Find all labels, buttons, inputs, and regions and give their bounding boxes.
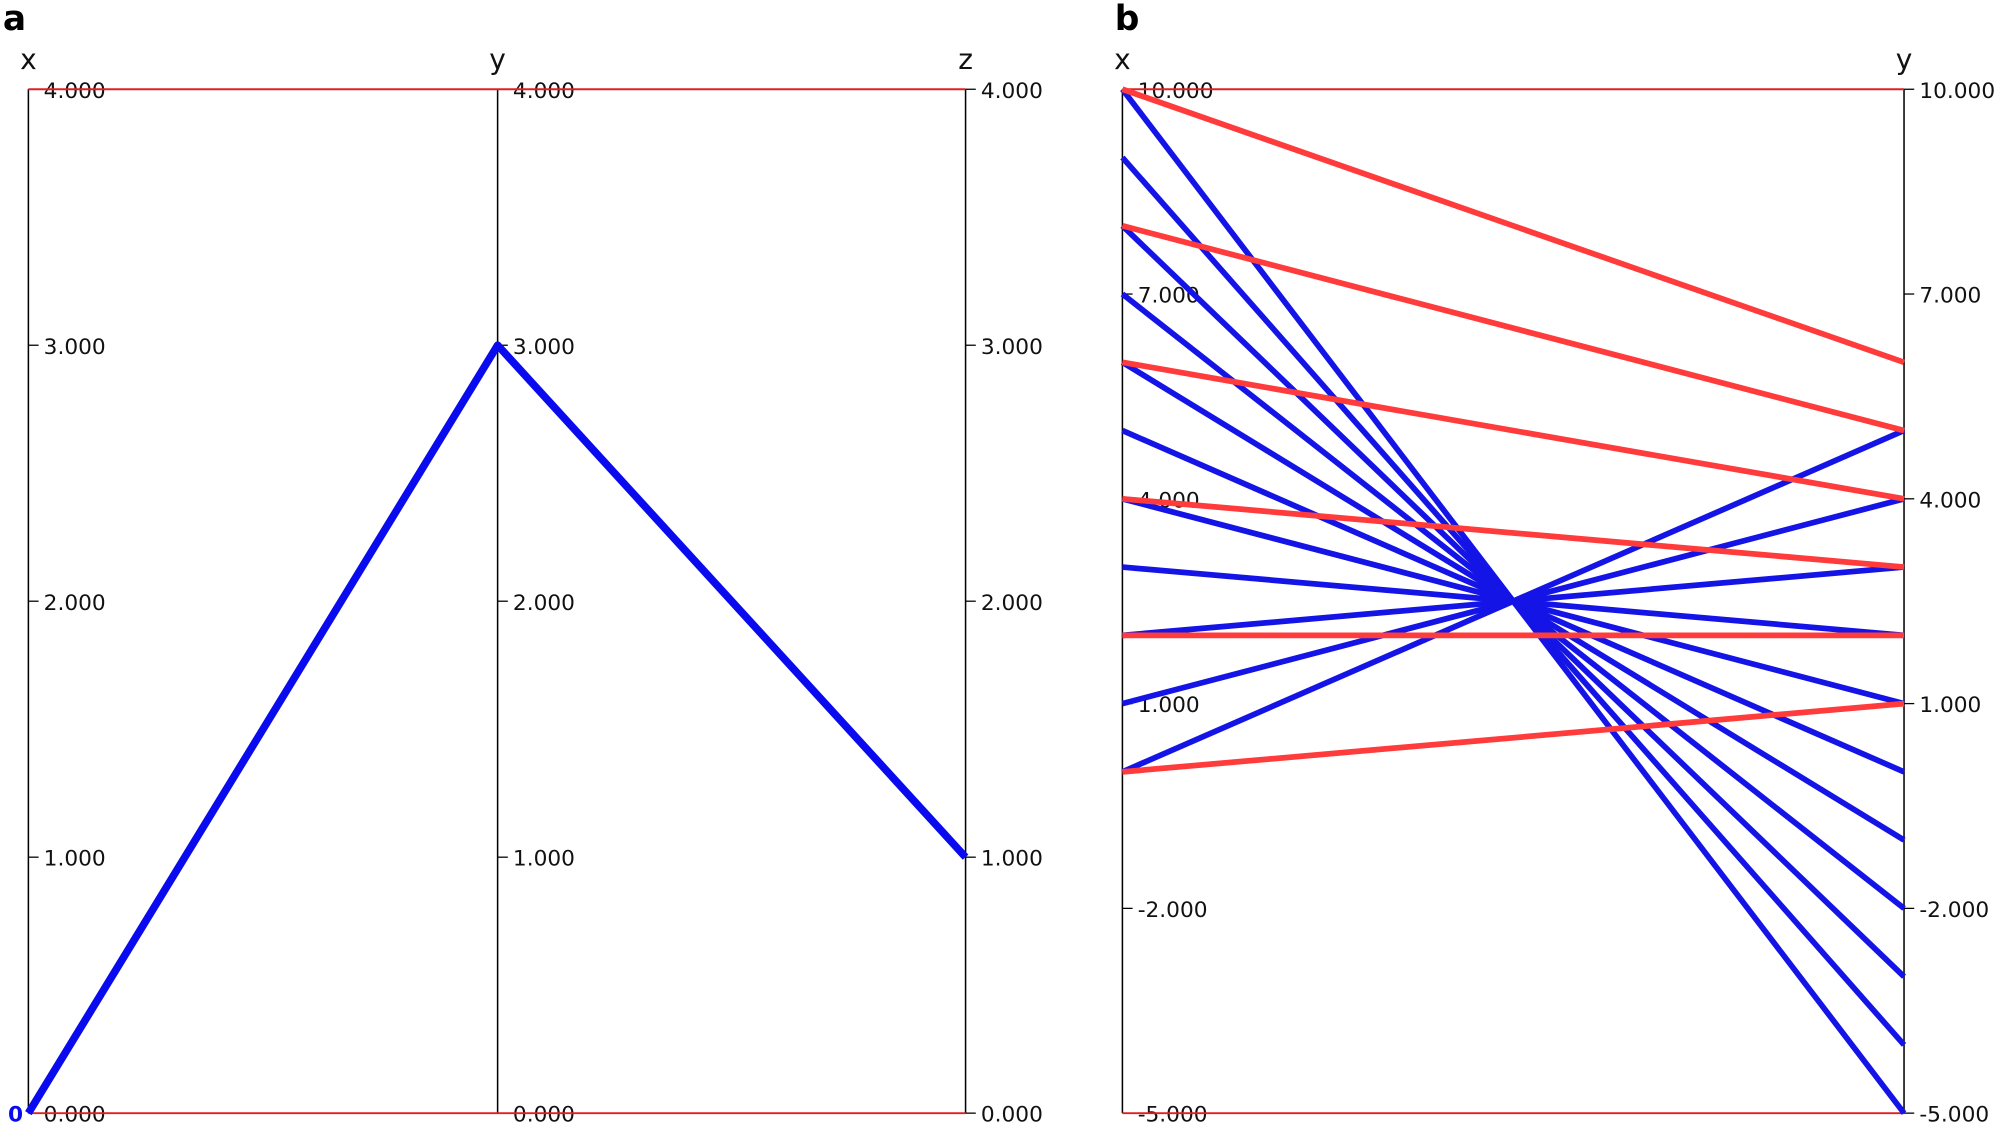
y-tick-label: 3.000 [981,335,1043,360]
y-tick-label: 1.000 [513,847,575,872]
y-tick-label: 2.000 [513,591,575,616]
data-line [25,341,969,1116]
data-line [1121,427,1906,775]
axis-name: x [20,43,37,76]
y-tick-label: -2.000 [1919,898,1989,923]
data-line [1122,700,1905,775]
y-tick-label: 4.000 [1919,488,1981,513]
axis-name: y [1896,43,1913,76]
y-tick-label: -5.000 [1919,1103,1989,1128]
line-label: 0 [8,1103,23,1128]
y-tick-label: 3.000 [513,335,575,360]
y-tick-label: 0.000 [513,1103,575,1128]
y-tick-label: -2.000 [1138,898,1208,923]
data-line [1121,86,1905,366]
axis-name: y [489,43,506,76]
y-tick-label: 10.000 [1919,79,1995,104]
panel-label: b [1115,0,1140,39]
y-tick-label: 3.000 [44,335,106,360]
y-tick-label: 7.000 [1919,284,1981,309]
data-line [1121,359,1905,502]
y-tick-label: 2.000 [44,591,106,616]
axis-name: x [1114,43,1131,76]
y-tick-label: 4.000 [513,79,575,104]
data-line [1122,495,1905,570]
data-line [1121,222,1905,434]
y-tick-label: 2.000 [981,591,1043,616]
y-tick-label: 0.000 [981,1103,1043,1128]
y-tick-label: 4.000 [44,79,106,104]
y-tick-label: 4.000 [981,79,1043,104]
y-tick-label: 1.000 [1919,693,1981,718]
panel-label: a [3,0,26,39]
y-tick-label: 1.000 [44,847,106,872]
y-tick-label: 0.000 [44,1103,106,1128]
axis-name: z [958,43,973,76]
y-tick-label: 1.000 [981,847,1043,872]
y-tick-label: -5.000 [1138,1103,1208,1128]
